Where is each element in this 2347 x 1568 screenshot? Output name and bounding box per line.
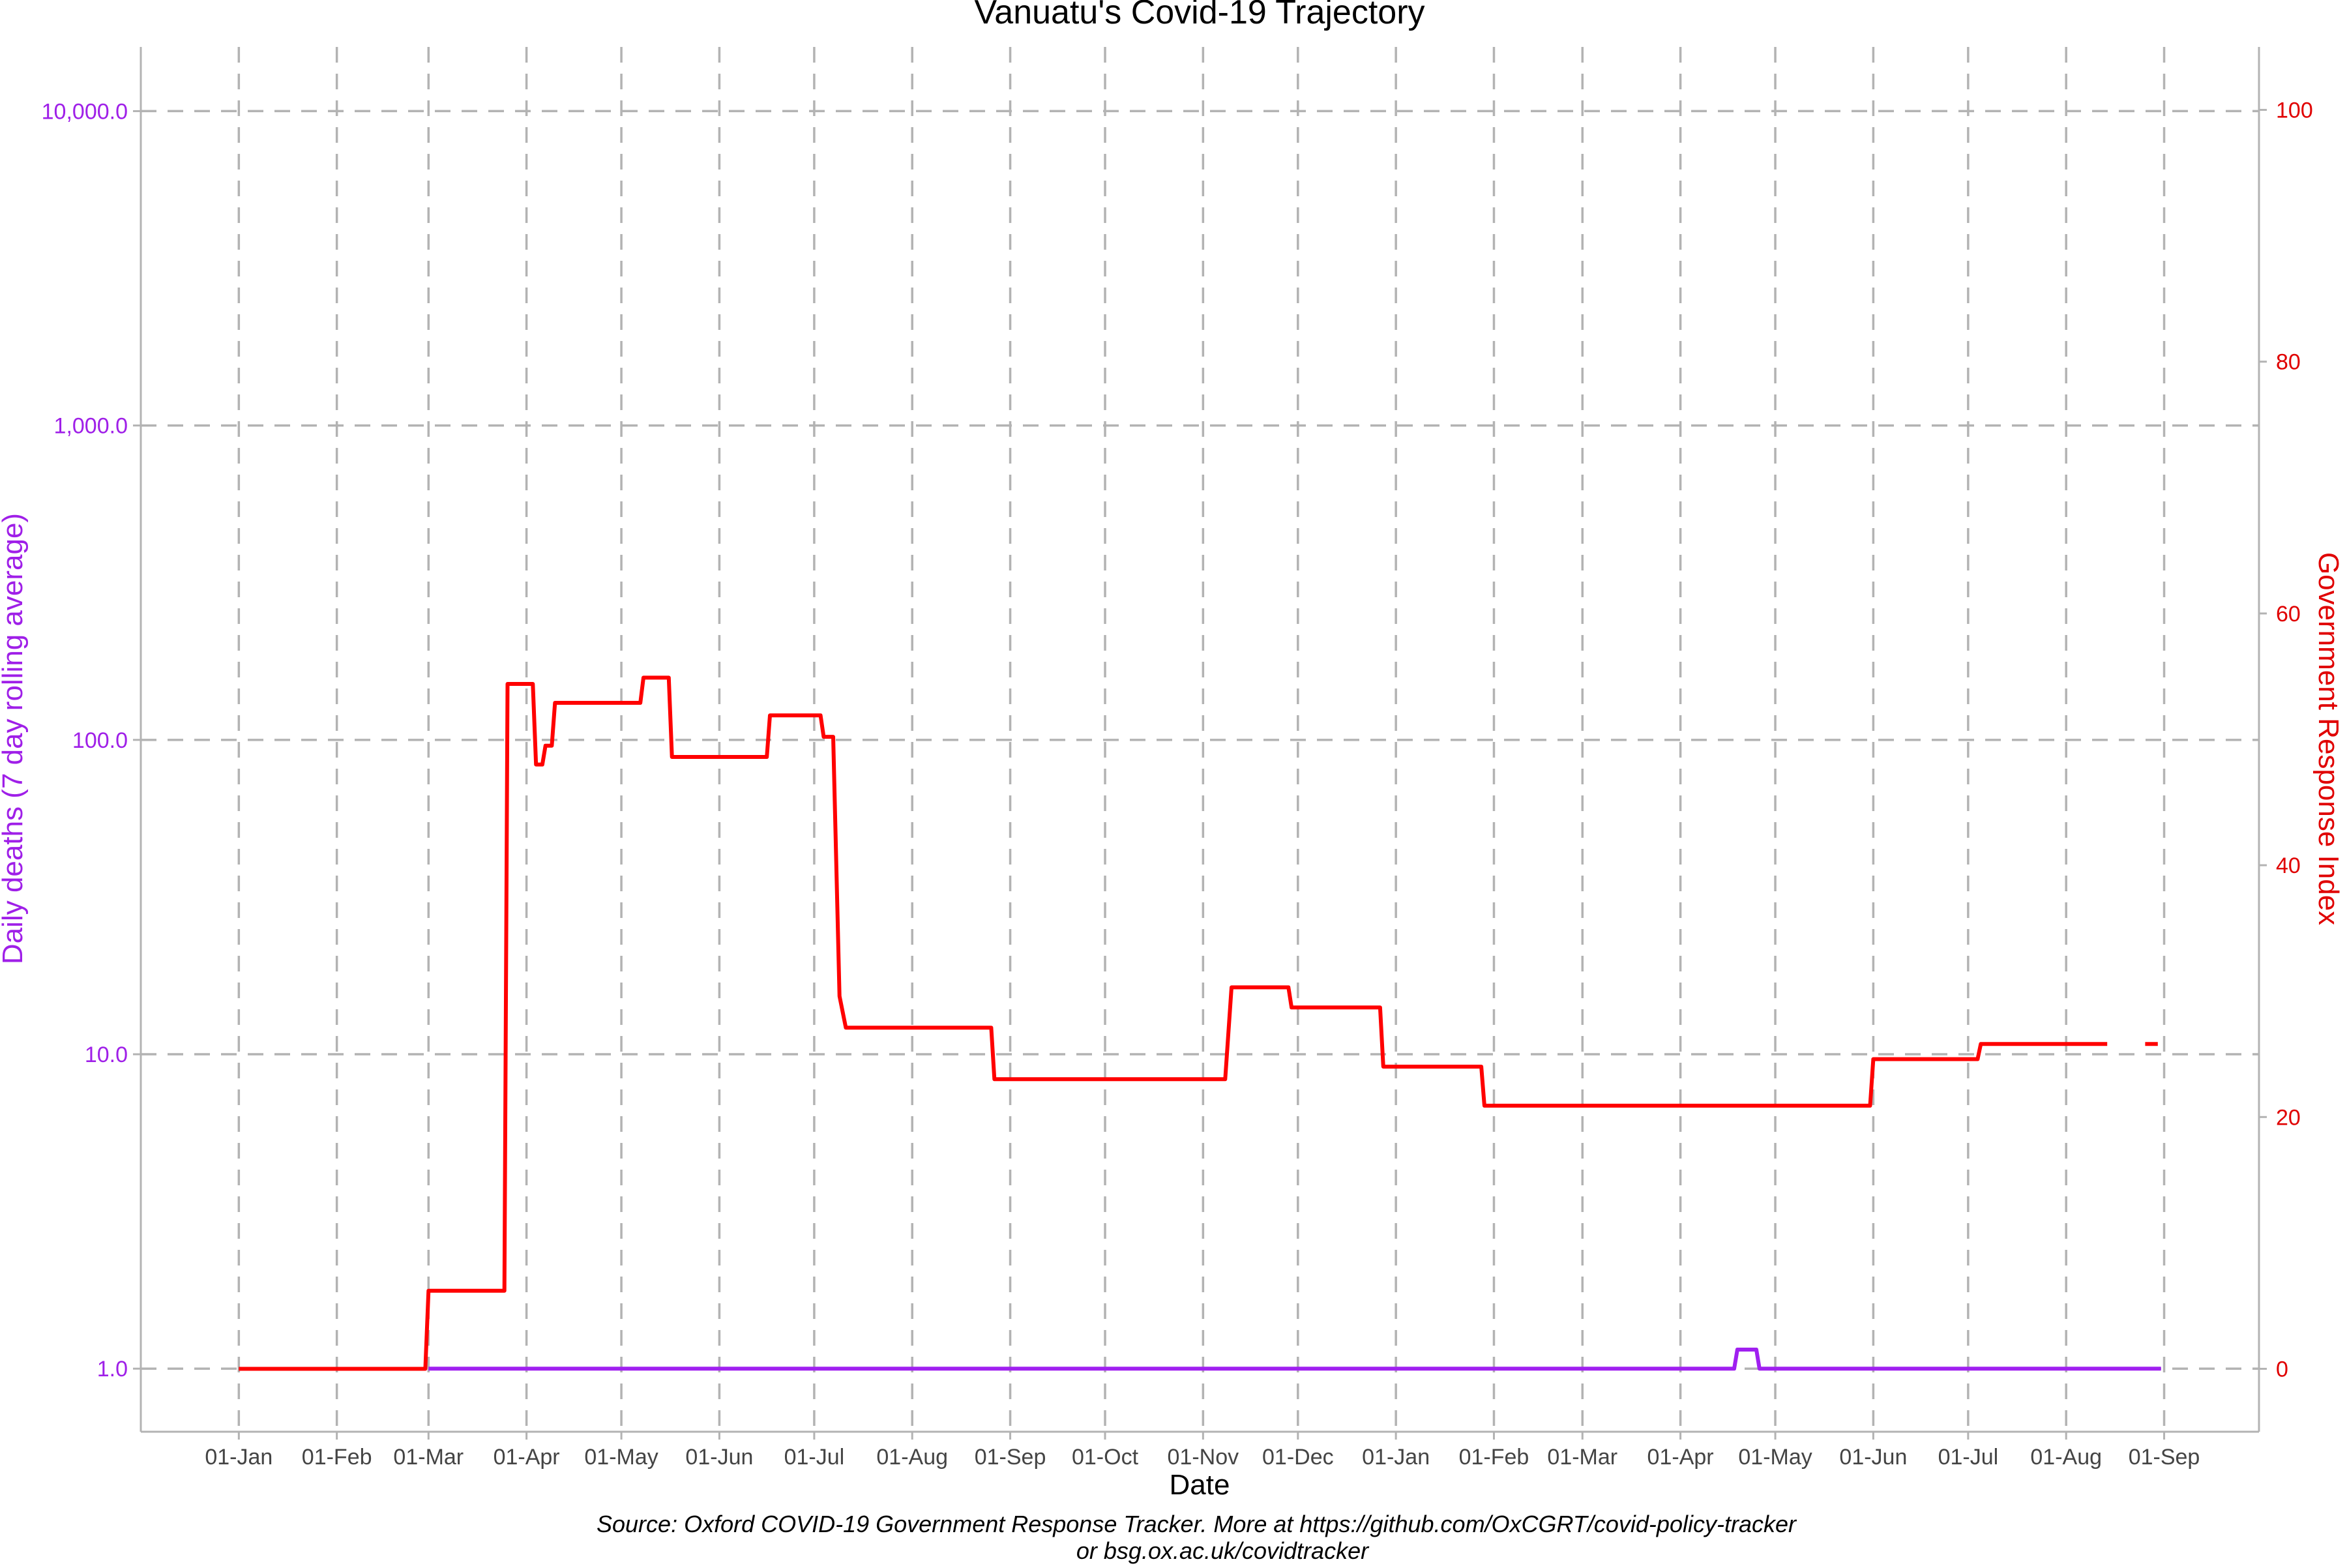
response-index-series-line [239,675,2108,1371]
y-right-tick-label: 20 [2276,1105,2301,1130]
x-tick-label: 01-Mar [393,1445,464,1470]
y-left-tick-label: 10,000.0 [42,99,128,124]
tick-labels: 01-Jan 01-Feb 01-Mar 01-Apr 01-May 01-Jun 01-J… [42,98,2313,1470]
deaths-series-line [428,1348,2161,1371]
y-right-tick-label: 100 [2276,98,2313,123]
x-tick-label: 01-Mar [1547,1445,1617,1470]
x-tick-label: 01-Feb [302,1445,372,1470]
y-right-tick-label: 0 [2276,1357,2288,1382]
x-tick-label: 01-Jan [1362,1445,1430,1470]
y-right-tick-label: 80 [2276,350,2301,375]
x-tick-label: 01-Aug [876,1445,948,1470]
x-tick-label: 01-Dec [1262,1445,1334,1470]
x-axis-title: Date [1170,1469,1230,1501]
x-tick-label: 01-May [584,1445,658,1470]
x-tick-label: 01-Jan [205,1445,273,1470]
y-left-tick-label: 100.0 [72,728,128,753]
source-caption-line2: or bsg.ox.ac.uk/covidtracker [1076,1537,1370,1564]
x-tick-label: 01-Jul [784,1445,845,1470]
gridlines [141,47,2259,1432]
x-tick-label: 01-Jun [1839,1445,1907,1470]
x-tick-label: 01-Nov [1168,1445,1239,1470]
x-tick-label: 01-Jul [1938,1445,1999,1470]
x-tick-label: 01-Jun [685,1445,753,1470]
y-axis-right-title: Government Response Index [2312,552,2344,925]
x-tick-label: 01-Sep [2129,1445,2200,1470]
x-tick-label: 01-Aug [2030,1445,2102,1470]
x-tick-label: 01-Apr [494,1445,560,1470]
series-layer [239,675,2161,1371]
y-right-tick-label: 60 [2276,602,2301,627]
x-tick-label: 01-Feb [1459,1445,1529,1470]
axis-frame [133,47,2267,1440]
source-caption-line1: Source: Oxford COVID-19 Government Respo… [597,1511,1797,1537]
y-right-tick-label: 40 [2276,853,2301,878]
x-tick-label: 01-Apr [1647,1445,1714,1470]
chart-title: Vanuatu's Covid-19 Trajectory [974,0,1424,31]
x-tick-label: 01-Oct [1072,1445,1139,1470]
y-left-tick-label: 10.0 [85,1043,128,1067]
y-left-tick-label: 1.0 [97,1357,128,1382]
x-tick-label: 01-Sep [975,1445,1046,1470]
y-axis-left-title: Daily deaths (7 day rolling average) [0,513,29,964]
x-tick-label: 01-May [1738,1445,1812,1470]
y-left-tick-label: 1,000.0 [54,414,128,439]
